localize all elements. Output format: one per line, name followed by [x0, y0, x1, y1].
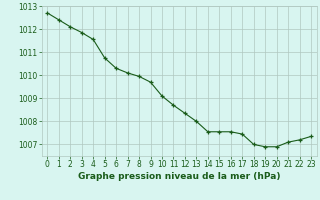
X-axis label: Graphe pression niveau de la mer (hPa): Graphe pression niveau de la mer (hPa) — [78, 172, 280, 181]
